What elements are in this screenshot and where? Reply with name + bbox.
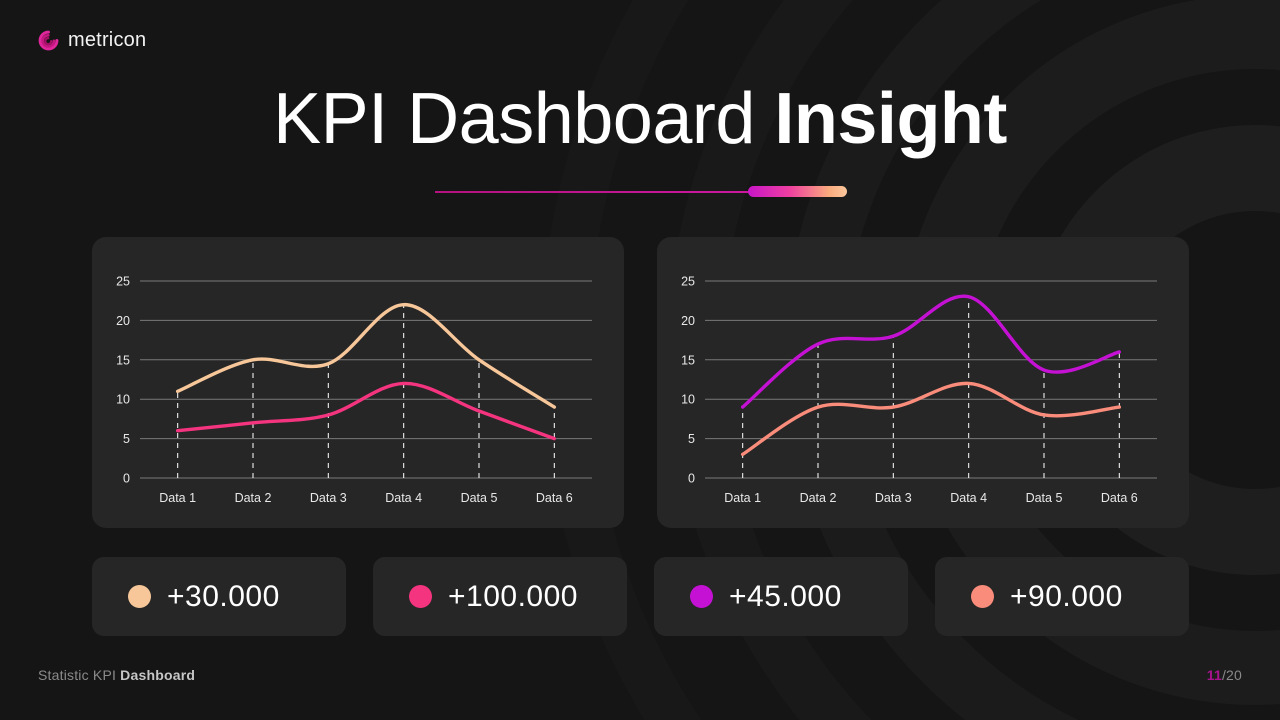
page-title-bold: Insight — [774, 79, 1007, 159]
brand-name: metricon — [68, 29, 147, 51]
title-divider — [435, 186, 847, 198]
color-dot-icon — [971, 585, 994, 608]
page-total: /20 — [1221, 667, 1242, 683]
svg-text:Data 6: Data 6 — [1101, 491, 1138, 505]
page-indicator: 11/20 — [1207, 667, 1242, 683]
svg-text:Data 3: Data 3 — [875, 491, 912, 505]
stat-value: +30.000 — [167, 579, 280, 613]
svg-text:Data 2: Data 2 — [800, 491, 837, 505]
svg-text:Data 6: Data 6 — [536, 491, 573, 505]
svg-text:Data 1: Data 1 — [159, 491, 196, 505]
stat-card[interactable]: +90.000 — [935, 557, 1189, 636]
svg-text:20: 20 — [681, 314, 695, 328]
svg-text:5: 5 — [123, 432, 130, 446]
chart-card-right[interactable]: 0 5 10 15 20 25 Data 1 Data 2 Data 3 Data 4 Data … — [657, 237, 1189, 528]
svg-text:20: 20 — [116, 314, 130, 328]
footer-label-bold: Dashboard — [120, 667, 196, 683]
svg-text:Data 5: Data 5 — [1026, 491, 1063, 505]
chart-card-left[interactable]: 0 5 10 15 20 25 Data 1 Data 2 Data 3 Data 4 Data … — [92, 237, 624, 528]
svg-text:15: 15 — [116, 353, 130, 367]
stat-cards-row: +30.000 +100.000 +45.000 +90.000 — [92, 557, 1189, 636]
divider-line — [435, 191, 753, 193]
svg-text:5: 5 — [688, 432, 695, 446]
color-dot-icon — [690, 585, 713, 608]
stat-card[interactable]: +45.000 — [654, 557, 908, 636]
svg-text:10: 10 — [681, 393, 695, 407]
stat-value: +90.000 — [1010, 579, 1123, 613]
svg-text:0: 0 — [688, 472, 695, 486]
color-dot-icon — [128, 585, 151, 608]
svg-text:10: 10 — [116, 393, 130, 407]
svg-text:15: 15 — [681, 353, 695, 367]
charts-row: 0 5 10 15 20 25 Data 1 Data 2 Data 3 Data 4 Data … — [92, 237, 1189, 528]
svg-text:25: 25 — [681, 275, 695, 289]
svg-text:Data 2: Data 2 — [235, 491, 272, 505]
svg-text:Data 4: Data 4 — [950, 491, 987, 505]
color-dot-icon — [409, 585, 432, 608]
stat-card[interactable]: +30.000 — [92, 557, 346, 636]
stat-value: +45.000 — [729, 579, 842, 613]
line-chart-right: 0 5 10 15 20 25 Data 1 Data 2 Data 3 Data 4 Data … — [681, 275, 1157, 505]
line-chart-left: 0 5 10 15 20 25 Data 1 Data 2 Data 3 Data 4 Data … — [116, 275, 592, 505]
brand-logo: metricon — [38, 29, 146, 52]
svg-text:Data 3: Data 3 — [310, 491, 347, 505]
svg-text:Data 5: Data 5 — [461, 491, 498, 505]
svg-text:Data 4: Data 4 — [385, 491, 422, 505]
stat-card[interactable]: +100.000 — [373, 557, 627, 636]
page-current: 11 — [1206, 667, 1222, 683]
svg-text:0: 0 — [123, 472, 130, 486]
svg-text:25: 25 — [116, 275, 130, 289]
divider-gradient-bar — [748, 186, 847, 197]
page-title: KPI Dashboard Insight — [0, 76, 1280, 162]
page-title-light: KPI Dashboard — [273, 79, 775, 159]
footer-label: Statistic KPI Dashboard — [38, 667, 195, 683]
spiral-swirl-icon — [38, 30, 59, 51]
footer-label-light: Statistic KPI — [38, 667, 121, 683]
svg-text:Data 1: Data 1 — [724, 491, 761, 505]
stat-value: +100.000 — [448, 579, 578, 613]
